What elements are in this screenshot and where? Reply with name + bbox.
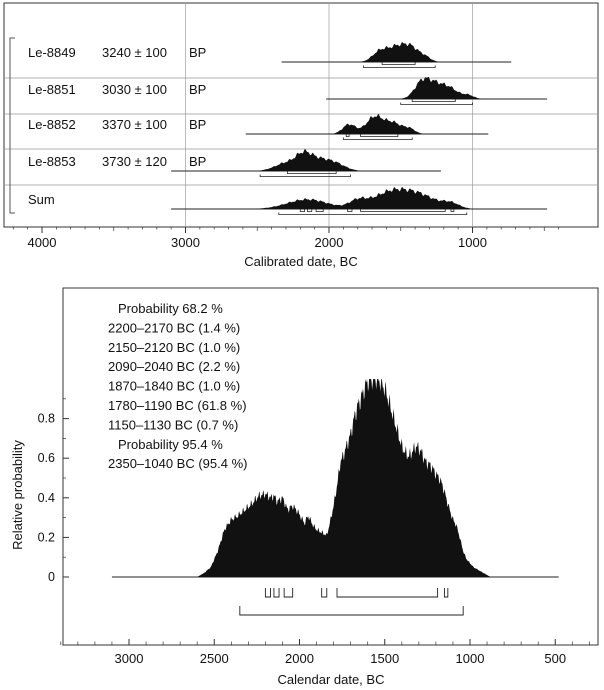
sigma2-range <box>239 606 464 616</box>
probability-distribution <box>171 149 441 171</box>
range-annotation: 2200–2170 BC (1.4 %) <box>108 320 240 335</box>
sigma1-range <box>345 134 350 137</box>
sigma1-range <box>336 588 439 598</box>
y-tick-label: 0.4 <box>38 491 55 505</box>
bottom-x-axis: 3000 2500 2000 1500 1000 500 <box>60 639 590 666</box>
sigma2-range <box>342 137 413 140</box>
sigma1-range <box>321 588 328 598</box>
y-tick-label: 0.6 <box>38 451 55 465</box>
probability-distribution <box>281 42 512 62</box>
sigma2-range <box>278 212 468 215</box>
top-x-tick-label: 1000 <box>458 235 487 250</box>
sample-row-le-8852: Le-8852 3370 ± 100 BP <box>28 114 489 140</box>
sigma1-range <box>443 588 449 598</box>
range-annotation: 2350–1040 BC (95.4 %) <box>108 456 247 471</box>
y-tick-label: 0.8 <box>38 412 55 426</box>
sigma1-range <box>273 588 280 598</box>
summed-probability-curve <box>111 379 559 578</box>
sample-row-le-8853: Le-8853 3730 ± 120 BP <box>28 149 441 177</box>
sigma1-range <box>411 99 456 102</box>
probability-distribution <box>326 77 548 99</box>
sample-age: 3240 ± 100 <box>102 45 167 60</box>
range-annotation: 2150–2120 BC (1.0 %) <box>108 340 240 355</box>
top-x-tick-label: 2000 <box>315 235 344 250</box>
bottom-x-axis-label: Calendar date, BC <box>278 672 385 687</box>
y-axis-label: Relative probability <box>10 440 25 550</box>
sigma1-range <box>360 134 399 137</box>
top-x-tick-label: 4000 <box>28 235 57 250</box>
sample-id: Le-8852 <box>28 117 76 132</box>
top-x-tick-label: 3000 <box>171 235 200 250</box>
sum-bracket <box>9 37 15 214</box>
range-annotation: 1150–1130 BC (0.7 %) <box>108 417 238 432</box>
sample-age: 3370 ± 100 <box>102 117 167 132</box>
sigma2-range <box>400 102 473 105</box>
sigma1-range <box>360 209 446 212</box>
range-annotation: 1780–1190 BC (61.8 %) <box>108 398 247 413</box>
bottom-x-tick-label: 2000 <box>285 651 314 666</box>
probability-range-brackets <box>239 588 464 616</box>
bottom-x-tick-label: 1500 <box>370 651 399 666</box>
range-annotations: Probability 68.2 % 2200–2170 BC (1.4 %) 21… <box>108 301 247 471</box>
sigma1-range <box>450 209 455 212</box>
bottom-x-tick-label: 2500 <box>200 651 229 666</box>
sample-unit: BP <box>189 154 206 169</box>
sigma1-range <box>381 62 416 65</box>
sigma1-range <box>315 209 324 212</box>
sample-unit: BP <box>189 45 206 60</box>
bottom-frame <box>62 287 599 646</box>
top-x-axis-label: Calibrated date, BC <box>244 254 357 269</box>
top-x-axis: 4000 3000 2000 1000 <box>12 227 559 250</box>
top-frame <box>3 2 599 228</box>
bottom-x-tick-label: 1000 <box>456 651 485 666</box>
y-tick-label: 0 <box>48 570 55 584</box>
summed-probability-area <box>197 379 491 577</box>
probability-heading: Probability 95.4 % <box>118 437 223 452</box>
sigma1-range <box>286 171 337 174</box>
sample-age: 3030 ± 100 <box>102 82 167 97</box>
sample-id: Le-8849 <box>28 45 76 60</box>
range-annotation: 2090–2040 BC (2.2 %) <box>108 359 240 374</box>
sample-age: 3730 ± 120 <box>102 154 167 169</box>
bottom-x-tick-label: 500 <box>544 651 566 666</box>
probability-distribution <box>171 187 548 209</box>
sample-id: Sum <box>28 192 55 207</box>
top-gridlines <box>4 4 598 226</box>
range-annotation: 1870–1840 BC (1.0 %) <box>108 379 240 394</box>
sample-id: Le-8853 <box>28 154 76 169</box>
probability-heading: Probability 68.2 % <box>118 301 223 316</box>
sample-unit: BP <box>189 117 206 132</box>
sigma2-range <box>259 174 351 177</box>
sigma1-range <box>347 209 353 212</box>
y-tick-label: 0.2 <box>38 530 55 544</box>
probability-panel: 0 0.2 0.4 0.6 0.8 3000 2500 2000 1500 1000 500 Pr… <box>10 287 599 687</box>
sample-row-le-8849: Le-8849 3240 ± 100 BP <box>28 42 512 68</box>
sigma1-range <box>307 209 313 212</box>
sample-id: Le-8851 <box>28 82 76 97</box>
sample-row-sum: Sum <box>28 187 548 215</box>
bottom-x-tick-label: 3000 <box>115 651 144 666</box>
sample-row-le-8851: Le-8851 3030 ± 100 BP <box>28 77 548 105</box>
sigma1-range <box>264 588 271 598</box>
probability-distribution <box>245 114 489 134</box>
sigma1-range <box>283 588 294 598</box>
sigma2-range <box>363 65 436 68</box>
y-axis: 0 0.2 0.4 0.6 0.8 <box>38 398 69 584</box>
sample-unit: BP <box>189 82 206 97</box>
sigma1-range <box>299 209 306 212</box>
